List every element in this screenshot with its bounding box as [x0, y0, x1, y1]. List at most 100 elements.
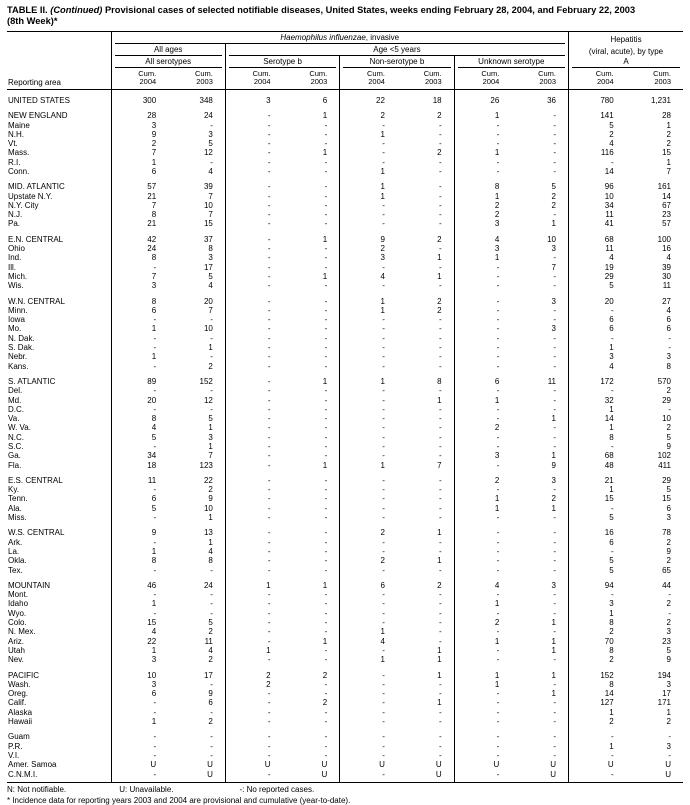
value-cell: 102	[657, 451, 671, 461]
value-cell: -	[210, 679, 213, 689]
reporting-area-cell: N.H.	[8, 129, 24, 139]
value-cell: 1	[322, 460, 328, 470]
value-cell: 1	[567, 608, 626, 619]
value-cell: 5	[208, 414, 213, 424]
value-cell: -	[110, 404, 169, 415]
value-cell: 4	[567, 139, 626, 149]
value-cell: 1	[339, 176, 397, 192]
value-cell: 8	[110, 210, 169, 220]
value-cell: 2	[339, 244, 397, 254]
table-row: W.S. CENTRAL 9 13 - - 2 1 - - 16 78	[7, 522, 683, 538]
table-row: E.N. CENTRAL 42 37 - 1 9 2 4 10 68 100	[7, 228, 683, 245]
value-cell: 4	[339, 271, 397, 282]
value-cell: -	[453, 707, 512, 718]
value-cell: U	[339, 760, 397, 770]
value-cell: 7	[110, 148, 169, 158]
table-row: N. Mex. 4 2 - - 1 - - - 2 3	[7, 627, 683, 637]
value-cell: 1	[567, 343, 626, 353]
value-cell: -	[438, 599, 442, 609]
value-cell: 3	[453, 244, 512, 254]
value-cell: 1	[666, 157, 671, 167]
value-cell: 57	[662, 219, 671, 229]
value-cell: 8	[437, 376, 442, 386]
value-cell: -	[224, 741, 283, 751]
table-row: Va. 8 5 - - - - - 1 14 10	[7, 414, 683, 424]
reporting-area-cell: Maine	[8, 120, 30, 130]
value-cell: 9	[666, 442, 671, 451]
value-cell: 1	[110, 645, 169, 656]
table-row: S. ATLANTIC 89 152-1 1 8 6 11 172 570	[7, 370, 683, 387]
value-cell: -	[110, 769, 169, 783]
value-cell: 16	[662, 244, 671, 254]
value-cell: -	[668, 590, 671, 600]
value-cell: -	[224, 157, 283, 167]
value-cell: -	[438, 503, 442, 513]
value-cell: -	[324, 528, 328, 538]
value-cell: -	[453, 689, 512, 699]
value-cell: 21	[110, 191, 169, 201]
value-cell: -	[110, 315, 169, 325]
value-cell: -	[438, 244, 442, 254]
value-cell: 9	[208, 689, 213, 699]
value-cell: -	[453, 717, 512, 727]
value-cell: -	[553, 707, 556, 717]
value-cell: 411	[658, 460, 671, 470]
table-row: Idaho 1 - - - - - 1 - 3 2	[7, 599, 683, 609]
value-cell: 5	[666, 645, 671, 655]
value-cell: 2	[208, 655, 213, 665]
value-cell: -	[339, 148, 397, 158]
value-cell: -	[453, 556, 512, 566]
value-cell: 3	[453, 219, 512, 229]
table-row: Iowa - - - - - - - - 6 6	[7, 315, 683, 325]
value-cell: -	[339, 503, 397, 514]
value-cell: -	[339, 717, 397, 727]
value-cell: 1	[224, 645, 283, 656]
table-title-line2: (8th Week)*	[7, 16, 58, 27]
value-cell: U	[665, 760, 671, 770]
value-cell: -	[210, 741, 213, 751]
reporting-area-cell: Tex.	[8, 565, 23, 575]
table-row: Hawaii 1 2 - - - - - - 2 2	[7, 717, 683, 727]
value-cell: 17	[662, 689, 671, 699]
value-cell: -	[324, 537, 328, 547]
table-row: Mo. 1 10 - - - - - 3 6 6	[7, 324, 683, 334]
reporting-area-cell: Mass.	[8, 148, 30, 158]
value-cell: -	[224, 556, 283, 566]
value-cell: -	[339, 210, 397, 220]
value-cell: -	[324, 414, 328, 424]
value-cell: 1	[110, 717, 169, 727]
value-cell: 14	[567, 166, 626, 177]
value-cell: 1	[567, 485, 626, 495]
value-cell: -	[567, 590, 626, 600]
reporting-area-cell: P.R.	[8, 741, 23, 751]
value-cell: -	[224, 210, 283, 220]
value-cell: -	[224, 324, 283, 334]
value-cell: -	[324, 556, 328, 566]
value-cell: 4	[453, 574, 512, 591]
value-cell: 1	[551, 636, 556, 646]
value-cell: 78	[662, 528, 671, 538]
value-cell: -	[339, 608, 397, 619]
reporting-area-cell: UNITED STATES	[8, 95, 70, 105]
value-cell: -	[224, 565, 283, 575]
value-cell: -	[224, 333, 283, 344]
value-cell: 8	[453, 176, 512, 192]
table-row: N.J. 8 7 - - - - 2 - 11 23	[7, 210, 683, 220]
value-cell: -	[438, 485, 442, 495]
reporting-area-cell: Vt.	[8, 139, 18, 149]
value-cell: -	[339, 386, 397, 396]
value-cell: 9	[666, 546, 671, 556]
value-cell: -	[110, 565, 169, 575]
value-cell: -	[324, 565, 328, 575]
value-cell: 37	[203, 234, 213, 244]
value-cell: -	[453, 305, 512, 316]
value-cell: -	[339, 546, 397, 557]
value-cell: 1	[551, 503, 556, 513]
value-cell: -	[553, 166, 556, 176]
value-cell: 9	[110, 129, 169, 140]
value-cell: 6	[567, 324, 626, 334]
value-cell: -	[453, 290, 512, 306]
value-cell: -	[324, 200, 328, 210]
value-cell: -	[453, 414, 512, 424]
